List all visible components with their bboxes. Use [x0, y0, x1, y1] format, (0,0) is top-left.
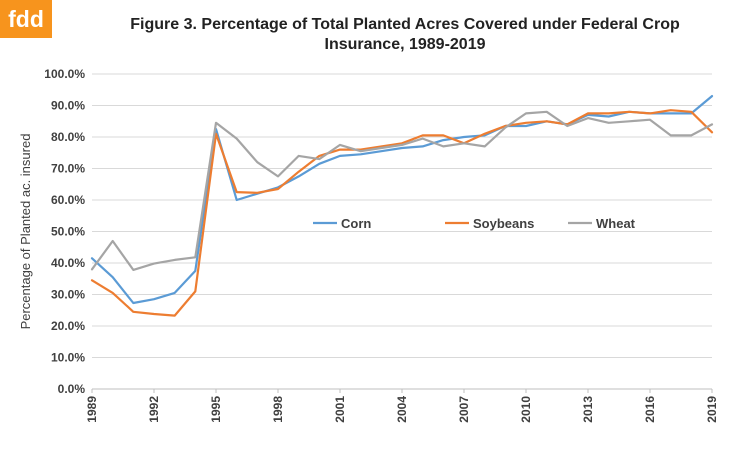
x-tick-label: 2001: [333, 396, 347, 423]
y-tick-label: 40.0%: [51, 256, 85, 270]
x-tick-label: 1995: [209, 396, 223, 423]
x-tick-label: 1989: [85, 396, 99, 423]
legend-label-soybeans: Soybeans: [473, 216, 534, 231]
y-axis-ticks: 0.0% 10.0% 20.0% 30.0% 40.0% 50.0% 60.0% 70.0% 8…: [44, 67, 85, 396]
legend-label-wheat: Wheat: [596, 216, 636, 231]
y-tick-label: 30.0%: [51, 288, 85, 302]
y-tick-label: 0.0%: [58, 382, 86, 396]
legend: Corn Soybeans Wheat: [313, 216, 636, 231]
y-tick-label: 90.0%: [51, 99, 85, 113]
series-line-corn: [90, 94, 714, 305]
logo-text: fdd: [8, 5, 44, 32]
y-tick-label: 80.0%: [51, 130, 85, 144]
y-tick-label: 10.0%: [51, 351, 85, 365]
y-tick-label: 70.0%: [51, 162, 85, 176]
legend-label-corn: Corn: [341, 216, 371, 231]
chart-title-line-2: Insurance, 1989-2019: [324, 36, 486, 53]
x-tick-label: 1998: [271, 396, 285, 423]
series-line-wheat: [90, 110, 714, 271]
x-tick-label: 2007: [457, 396, 471, 423]
x-tick-label: 2004: [395, 396, 409, 423]
chart-title: Figure 3. Percentage of Total Planted Ac…: [60, 15, 750, 55]
x-axis-ticks: 1989 1992 1995 1998 2001 2004 2007 2010 2013 2016…: [85, 389, 719, 423]
x-tick-label: 2019: [705, 396, 719, 423]
y-axis-label: Percentage of Planted ac. insured: [18, 134, 33, 330]
chart-title-line-1: Figure 3. Percentage of Total Planted Ac…: [130, 16, 680, 33]
y-tick-label: 50.0%: [51, 225, 85, 239]
x-tick-label: 2013: [581, 396, 595, 423]
y-tick-label: 20.0%: [51, 319, 85, 333]
x-tick-label: 2010: [519, 396, 533, 423]
y-tick-label: 100.0%: [44, 67, 85, 81]
x-tick-label: 2016: [643, 396, 657, 423]
gridlines: [92, 73, 712, 358]
fdd-logo: fdd: [0, 0, 52, 38]
y-tick-label: 60.0%: [51, 193, 85, 207]
x-tick-label: 1992: [147, 396, 161, 423]
series-line-soybeans: [90, 109, 714, 317]
series-lines: [90, 94, 714, 317]
